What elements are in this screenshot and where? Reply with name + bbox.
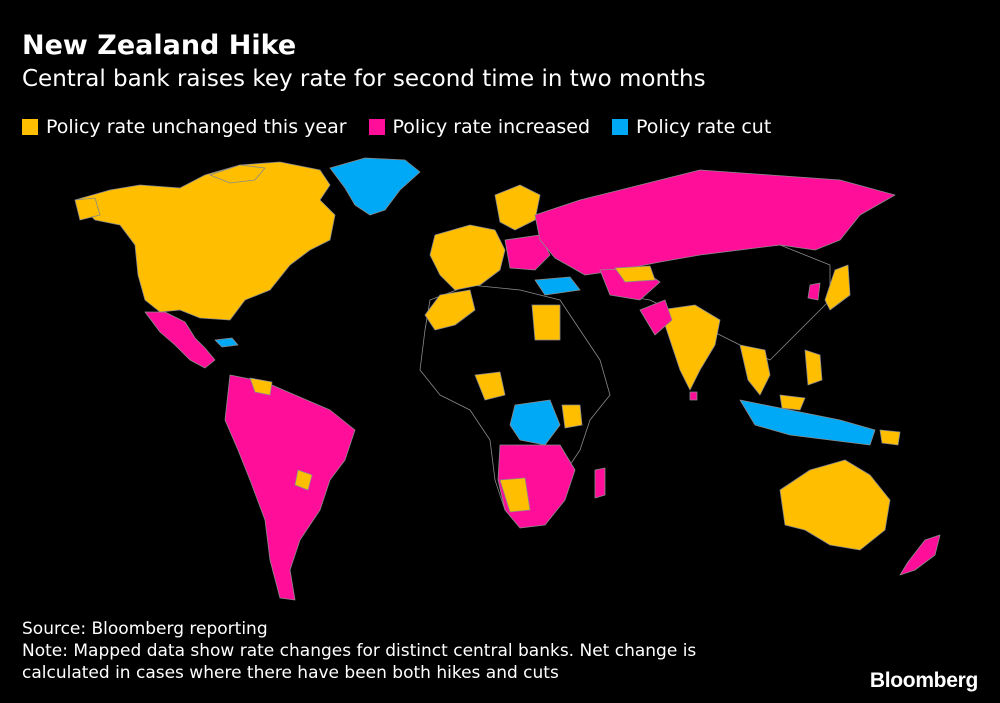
region-malaysia bbox=[779, 394, 806, 411]
region-south-america bbox=[224, 374, 356, 601]
note-line-1: Note: Mapped data show rate changes for … bbox=[22, 641, 697, 661]
region-japan bbox=[824, 264, 851, 311]
region-east-africa bbox=[561, 404, 583, 429]
note-line-2: calculated in cases where there have bee… bbox=[22, 663, 559, 683]
region-angola-namibia bbox=[499, 477, 531, 513]
legend-label-increased: Policy rate increased bbox=[392, 116, 590, 138]
page-subtitle: Central bank raises key rate for second … bbox=[22, 66, 706, 92]
legend: Policy rate unchanged this year Policy r… bbox=[22, 116, 793, 138]
region-korea bbox=[807, 282, 821, 301]
region-kazakhstan bbox=[614, 265, 656, 283]
region-madagascar bbox=[594, 467, 606, 499]
region-alaska bbox=[74, 197, 101, 221]
legend-swatch-cut bbox=[612, 119, 628, 135]
region-caribbean bbox=[214, 337, 239, 348]
region-sri-lanka bbox=[689, 391, 698, 401]
footer-notes: Source: Bloomberg reporting Note: Mapped… bbox=[22, 618, 696, 684]
source-text: Source: Bloomberg reporting bbox=[22, 619, 268, 639]
legend-label-unchanged: Policy rate unchanged this year bbox=[46, 116, 347, 138]
page-title: New Zealand Hike bbox=[22, 30, 297, 61]
legend-item-increased: Policy rate increased bbox=[368, 116, 590, 138]
region-west-europe bbox=[429, 224, 506, 291]
region-morocco-algeria bbox=[424, 289, 476, 331]
region-pakistan bbox=[639, 299, 673, 336]
region-australia bbox=[779, 459, 891, 551]
region-india bbox=[659, 304, 721, 391]
legend-item-cut: Policy rate cut bbox=[612, 116, 771, 138]
region-east-europe bbox=[504, 234, 551, 271]
region-venezuela bbox=[249, 377, 273, 396]
region-west-africa bbox=[474, 371, 506, 401]
region-canada-usa bbox=[74, 161, 336, 321]
legend-swatch-unchanged bbox=[22, 119, 38, 135]
region-philippines bbox=[804, 349, 823, 386]
region-egypt bbox=[531, 304, 561, 341]
region-indonesia bbox=[739, 399, 876, 446]
region-turkey bbox=[534, 276, 581, 296]
bloomberg-logo: Bloomberg bbox=[869, 669, 978, 692]
region-mexico bbox=[144, 311, 216, 369]
region-southeast-asia bbox=[739, 344, 771, 396]
region-greenland bbox=[329, 157, 421, 216]
region-new-zealand bbox=[899, 534, 941, 576]
legend-label-cut: Policy rate cut bbox=[636, 116, 772, 138]
world-map bbox=[74, 157, 941, 601]
legend-swatch-increased bbox=[368, 119, 385, 135]
region-scandinavia bbox=[494, 184, 541, 231]
region-russia bbox=[534, 169, 896, 276]
region-papua bbox=[879, 429, 901, 446]
region-arctic-islands bbox=[209, 164, 266, 184]
legend-item-unchanged: Policy rate unchanged this year bbox=[22, 116, 347, 138]
region-paraguay bbox=[294, 469, 313, 491]
